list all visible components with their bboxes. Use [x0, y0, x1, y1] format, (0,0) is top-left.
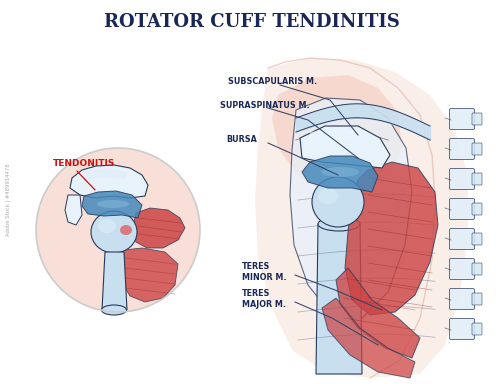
Ellipse shape	[91, 211, 137, 253]
Polygon shape	[272, 75, 402, 195]
Polygon shape	[82, 191, 142, 218]
FancyBboxPatch shape	[472, 173, 482, 185]
FancyBboxPatch shape	[450, 169, 474, 189]
FancyBboxPatch shape	[450, 139, 474, 159]
FancyBboxPatch shape	[472, 323, 482, 335]
Text: BURSA: BURSA	[226, 136, 257, 144]
Text: TERES
MAJOR M.: TERES MAJOR M.	[242, 289, 286, 309]
FancyBboxPatch shape	[472, 263, 482, 275]
FancyBboxPatch shape	[450, 258, 474, 280]
Polygon shape	[290, 98, 412, 320]
Text: TENDONITIS: TENDONITIS	[53, 159, 116, 167]
Text: ROTATOR CUFF TENDINITIS: ROTATOR CUFF TENDINITIS	[104, 13, 400, 31]
Text: Adobe Stock | #489914478: Adobe Stock | #489914478	[5, 164, 11, 236]
Ellipse shape	[318, 188, 338, 204]
FancyBboxPatch shape	[472, 113, 482, 125]
Text: SUBSCAPULARIS M.: SUBSCAPULARIS M.	[228, 78, 317, 86]
Polygon shape	[316, 224, 362, 374]
Circle shape	[36, 148, 200, 312]
FancyBboxPatch shape	[450, 109, 474, 129]
Ellipse shape	[318, 217, 360, 231]
Polygon shape	[132, 208, 185, 248]
Polygon shape	[322, 298, 415, 378]
Ellipse shape	[102, 305, 126, 315]
FancyBboxPatch shape	[450, 318, 474, 339]
Ellipse shape	[312, 177, 364, 227]
Ellipse shape	[97, 200, 129, 208]
Ellipse shape	[321, 167, 359, 177]
FancyBboxPatch shape	[472, 143, 482, 155]
Polygon shape	[255, 58, 468, 378]
FancyBboxPatch shape	[472, 233, 482, 245]
Polygon shape	[70, 165, 148, 198]
FancyBboxPatch shape	[472, 203, 482, 215]
Polygon shape	[118, 248, 178, 302]
Polygon shape	[82, 168, 128, 180]
FancyBboxPatch shape	[450, 199, 474, 220]
Ellipse shape	[120, 225, 132, 235]
FancyBboxPatch shape	[472, 293, 482, 305]
Polygon shape	[102, 252, 127, 310]
Text: SUPRASPINATUS M.: SUPRASPINATUS M.	[220, 101, 310, 109]
Polygon shape	[345, 162, 438, 315]
FancyBboxPatch shape	[450, 228, 474, 250]
Polygon shape	[310, 128, 370, 145]
Polygon shape	[65, 195, 82, 225]
FancyBboxPatch shape	[450, 288, 474, 310]
Polygon shape	[336, 268, 420, 358]
Ellipse shape	[98, 219, 116, 233]
Text: TERES
MINOR M.: TERES MINOR M.	[242, 262, 286, 282]
Polygon shape	[300, 126, 390, 168]
Polygon shape	[302, 156, 378, 192]
